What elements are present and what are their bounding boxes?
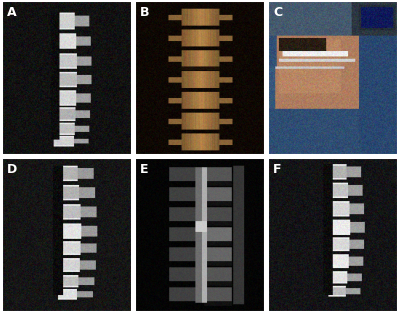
Text: C: C xyxy=(273,6,282,19)
Text: B: B xyxy=(140,6,150,19)
Text: F: F xyxy=(273,163,282,176)
Text: D: D xyxy=(7,163,17,176)
Text: E: E xyxy=(140,163,148,176)
Text: A: A xyxy=(7,6,16,19)
